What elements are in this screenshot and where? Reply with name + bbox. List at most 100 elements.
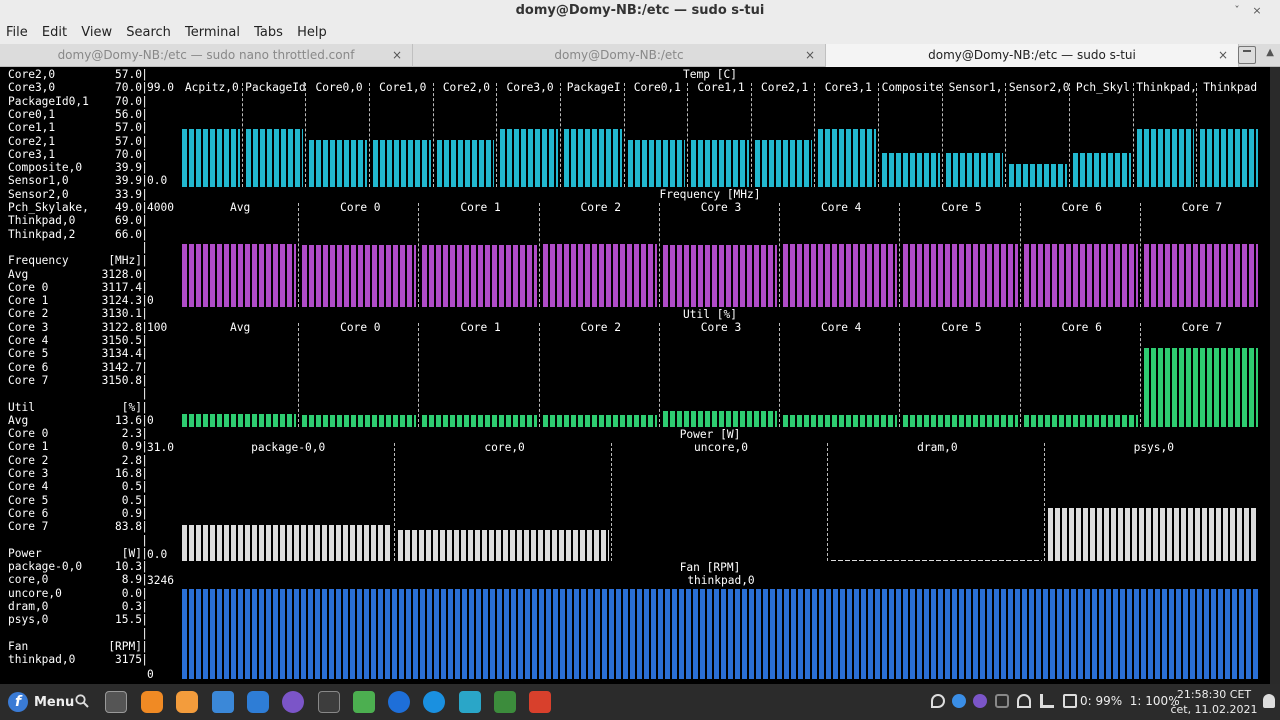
spreadsheet-icon[interactable] [494, 691, 516, 713]
sensor-value: 66.0 [115, 227, 142, 241]
sensor-value: 83.8 [115, 520, 142, 534]
power-column-divider [827, 443, 829, 561]
row-divider: | [141, 520, 148, 534]
sensor-name: Power [8, 546, 42, 560]
temp-bar [182, 129, 240, 187]
sensor-name: Core3,1 [8, 147, 56, 161]
row-divider: | [141, 294, 148, 308]
sensor-value: 13.6 [115, 413, 142, 427]
sensor-name: Core1,1 [8, 121, 56, 135]
tab-scroll-icon[interactable]: ▲ [1266, 47, 1274, 58]
terminal-area[interactable]: Core2,0 57.0 | Core3,0 70.0 | PackageId0,1 70.0… [0, 67, 1270, 684]
sensor-value: 70.0 [115, 81, 142, 95]
menu-bar: File Edit View Search Terminal Tabs Help [0, 22, 1280, 44]
battery-icon[interactable] [1063, 694, 1077, 708]
calculator-icon[interactable] [318, 691, 340, 713]
teamviewer-tray-icon[interactable] [952, 694, 966, 708]
temp-bar [754, 139, 813, 187]
tab-label: domy@Domy-NB:/etc — sudo s-tui [928, 48, 1136, 62]
clock[interactable]: 21:58:30 CET čet, 11.02.2021 [1170, 687, 1258, 717]
sensor-row: Core 0 2.3 | [8, 427, 148, 440]
freq-column-divider [1019, 203, 1021, 307]
app-icon[interactable] [388, 691, 410, 713]
temp-bar [818, 129, 877, 187]
sound-icon[interactable] [1040, 694, 1054, 708]
sensor-name: Core2,1 [8, 134, 56, 148]
sensor-name: Sensor1,0 [8, 174, 69, 188]
row-divider: | [141, 413, 148, 427]
notification-bell-icon[interactable] [1263, 694, 1275, 708]
close-tab-icon[interactable]: × [804, 48, 815, 62]
temp-column-divider [1196, 83, 1198, 187]
temp-column-divider [1132, 83, 1134, 187]
sensor-row: Core 5 0.5 | [8, 494, 148, 507]
location-icon[interactable] [931, 694, 945, 708]
menu-terminal[interactable]: Terminal [185, 25, 240, 40]
close-window-button[interactable]: × [1252, 4, 1262, 17]
sensor-row: Core 2 3130.1 | [8, 307, 148, 320]
viber-icon[interactable] [282, 691, 304, 713]
sensor-row: package-0,0 10.3 | [8, 560, 148, 573]
sensor-row: Thinkpad,2 66.0 | [8, 228, 148, 241]
maps-icon[interactable] [247, 691, 269, 713]
terminal-app-icon[interactable] [105, 691, 127, 713]
row-divider: | [141, 373, 148, 387]
temp-column-label: Core0,1 [633, 81, 681, 94]
temp-column-divider [432, 83, 434, 187]
menu-view[interactable]: View [81, 25, 113, 40]
network-icon[interactable] [1017, 694, 1031, 708]
window-title-bar[interactable]: domy@Domy-NB:/etc — sudo s-tui ˇ × [0, 0, 1280, 22]
close-tab-icon[interactable]: × [1217, 48, 1228, 62]
sensor-row: Core 4 3150.5 | [8, 334, 148, 347]
sensor-row: dram,0 0.3 | [8, 600, 148, 613]
power-ymax: 31.0 [147, 441, 174, 454]
sensor-value: 33.9 [115, 187, 142, 201]
menu-edit[interactable]: Edit [41, 25, 68, 40]
terminal-scrollbar[interactable] [1270, 67, 1280, 684]
tab-etc[interactable]: domy@Domy-NB:/etc × [413, 44, 826, 67]
document-viewer-icon[interactable] [529, 691, 551, 713]
sensor-value: [RPM] [108, 639, 142, 653]
util-column-label: Avg [230, 321, 251, 334]
temp-bar [945, 152, 1004, 187]
row-divider: | [141, 347, 148, 361]
menu-search[interactable]: Search [126, 25, 171, 40]
new-tab-icon[interactable] [1238, 46, 1256, 64]
temp-bar [372, 139, 431, 187]
firefox-icon[interactable] [141, 691, 163, 713]
util-column-divider [779, 323, 781, 427]
menu-help[interactable]: Help [297, 25, 327, 40]
util-column-divider [1019, 323, 1021, 427]
search-icon[interactable] [75, 694, 89, 708]
minimize-button[interactable]: ˇ [1234, 4, 1240, 17]
start-menu-button[interactable]: f Menu [2, 688, 80, 716]
menu-file[interactable]: File [6, 25, 28, 40]
bluetooth-icon[interactable] [995, 694, 1009, 708]
tab-nano[interactable]: domy@Domy-NB:/etc — sudo nano throttled.… [0, 44, 413, 67]
sensor-name: Core0,1 [8, 107, 56, 121]
monitor-icon[interactable] [459, 691, 481, 713]
freq-ymin: 0 [147, 294, 154, 307]
freq-bar [903, 244, 1018, 307]
sensor-row: Fan [RPM] | [8, 640, 148, 653]
viber-tray-icon[interactable] [973, 694, 987, 708]
row-divider: | [141, 320, 148, 334]
mail-icon[interactable] [212, 691, 234, 713]
freq-column-label: Core 3 [700, 201, 742, 214]
tab-s-tui[interactable]: domy@Domy-NB:/etc — sudo s-tui × [826, 44, 1239, 67]
freq-column-label: Avg [230, 201, 251, 214]
close-tab-icon[interactable]: × [391, 48, 402, 62]
editor-icon[interactable] [353, 691, 375, 713]
sensor-value: 10.3 [115, 560, 142, 574]
window-title: domy@Domy-NB:/etc — sudo s-tui [515, 3, 765, 18]
row-divider: | [141, 81, 148, 95]
menu-tabs[interactable]: Tabs [254, 25, 283, 40]
power-graph-title: Power [W] [679, 428, 741, 441]
taskbar: f Menu 0: 99% 1: 100% 21:58:30 CET čet, … [0, 684, 1280, 720]
sensor-name: Avg [8, 413, 29, 427]
firefox-alt-icon[interactable] [176, 691, 198, 713]
sensor-row: Core2,1 57.0 | [8, 135, 148, 148]
teamviewer-icon[interactable] [423, 691, 445, 713]
sensor-row: Core0,1 56.0 | [8, 108, 148, 121]
sensor-row: Core 1 0.9 | [8, 440, 148, 453]
